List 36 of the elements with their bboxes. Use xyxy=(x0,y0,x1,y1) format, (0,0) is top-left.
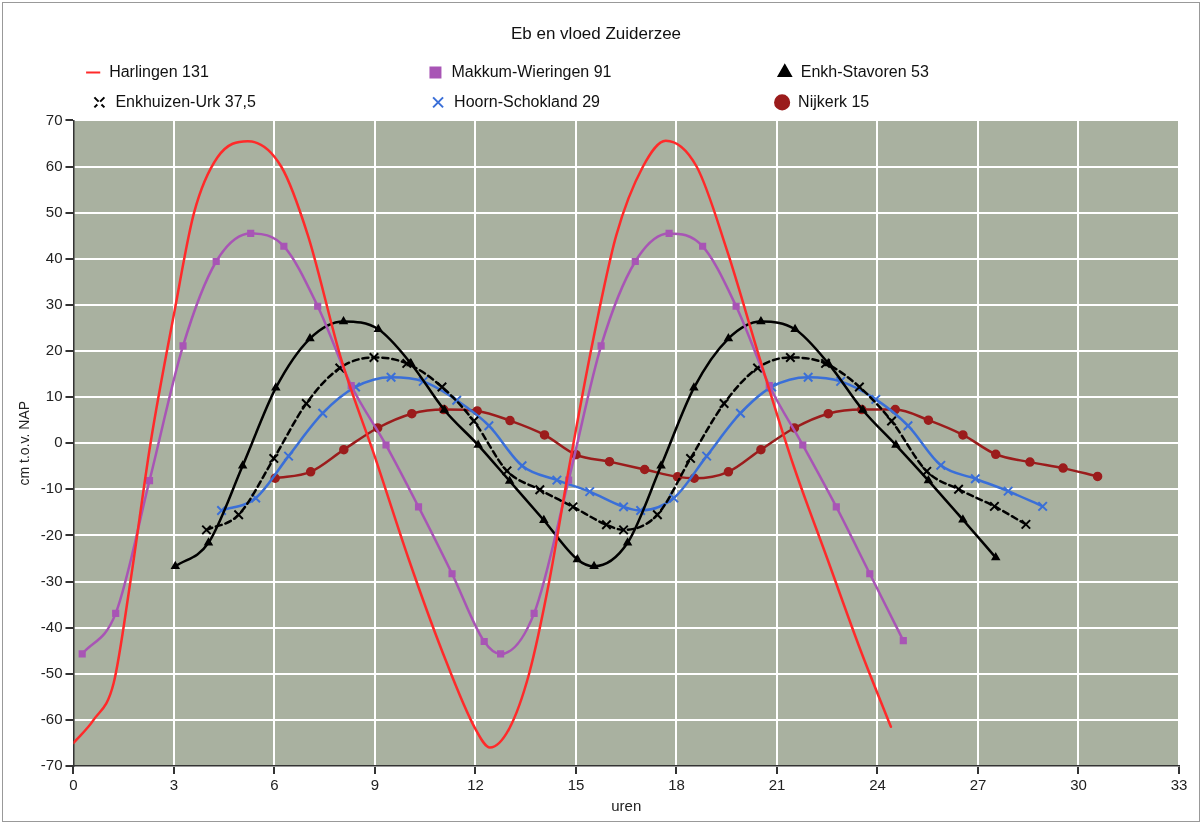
y-tick-label: 60 xyxy=(45,156,63,174)
y-tick-label: 40 xyxy=(45,248,63,266)
legend-label: Enkhuizen-Urk 37,5 xyxy=(115,92,417,110)
y-tick-label: 50 xyxy=(45,202,63,220)
x-tick-label: 0 xyxy=(69,776,78,794)
y-tick-label: -40 xyxy=(40,617,63,635)
y-tick-label: -50 xyxy=(40,663,63,681)
chart-title: Eb en vloed Zuiderzee xyxy=(510,23,682,43)
y-tick-label: -10 xyxy=(40,479,63,497)
x-tick-label: 12 xyxy=(467,776,484,794)
y-tick-label: 30 xyxy=(45,295,63,312)
x-tick-label: 30 xyxy=(1070,776,1087,794)
y-tick-label: -70 xyxy=(40,756,63,774)
x-tick-label: 21 xyxy=(768,776,786,794)
x-tick-label: 27 xyxy=(969,776,987,794)
y-tick-label: -30 xyxy=(40,571,63,589)
legend-label: Nijkerk 15 xyxy=(798,92,1101,110)
y-tick-label: 0 xyxy=(54,433,63,451)
legend-label: Enkh-Stavoren 53 xyxy=(800,62,1107,80)
x-tick-label: 18 xyxy=(668,776,685,794)
x-tick-label: 6 xyxy=(270,776,279,794)
x-axis-title: uren xyxy=(611,797,642,815)
x-tick-label: 24 xyxy=(869,776,886,794)
y-tick-label: -60 xyxy=(40,710,63,728)
x-tick-label: 3 xyxy=(169,776,179,794)
y-axis-title: cm t.o.v. NAP xyxy=(16,400,33,486)
legend-label: Harlingen 131 xyxy=(109,62,414,80)
legend-label: Makkum-Wieringen 91 xyxy=(451,62,763,80)
x-tick-label: 9 xyxy=(370,776,380,794)
y-tick-label: 70 xyxy=(45,110,63,128)
y-tick-label: -20 xyxy=(40,525,63,543)
y-tick-label: 20 xyxy=(45,341,63,359)
x-tick-label: 33 xyxy=(1170,776,1188,794)
y-tick-label: 10 xyxy=(45,387,63,405)
legend-label: Hoorn-Schokland 29 xyxy=(454,92,761,110)
x-tick-label: 15 xyxy=(567,776,585,794)
